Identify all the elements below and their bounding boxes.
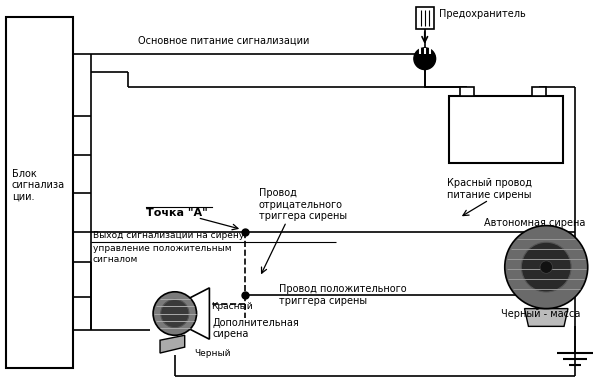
Text: +: +	[463, 104, 474, 117]
Bar	[450, 96, 563, 163]
Polygon shape	[525, 308, 568, 326]
Text: Аккумулятор: Аккумулятор	[459, 128, 553, 141]
Bar	[461, 87, 474, 96]
Text: Черный - масса: Черный - масса	[501, 308, 580, 319]
Text: управление положительным
сигналом: управление положительным сигналом	[93, 245, 231, 264]
Text: Блок
сигнализа
ции.: Блок сигнализа ции.	[12, 168, 65, 202]
Text: Основное питание сигнализации: Основное питание сигнализации	[138, 36, 310, 46]
Circle shape	[504, 226, 587, 308]
Text: Автономная сирена: Автономная сирена	[484, 218, 586, 228]
Polygon shape	[160, 335, 185, 353]
Bar	[416, 7, 434, 29]
Text: Провод
отрицательного
триггера сирены: Провод отрицательного триггера сирены	[259, 188, 347, 221]
Circle shape	[414, 48, 436, 69]
Circle shape	[160, 300, 189, 328]
Circle shape	[540, 261, 553, 273]
Circle shape	[153, 292, 196, 335]
Polygon shape	[175, 288, 209, 339]
Text: Предохранитель: Предохранитель	[439, 9, 525, 19]
Text: Выход сигнализации на сирену: Выход сигнализации на сирену	[93, 231, 244, 241]
Text: Точка "А": Точка "А"	[146, 208, 208, 218]
Text: Красный: Красный	[212, 302, 253, 311]
Text: –: –	[536, 104, 542, 117]
Text: Дополнительная
сирена: Дополнительная сирена	[212, 317, 299, 339]
Circle shape	[522, 242, 571, 292]
Bar	[533, 87, 546, 96]
Bar	[6, 17, 73, 368]
Text: Черный: Черный	[195, 349, 231, 358]
Text: Провод положительного
триггера сирены: Провод положительного триггера сирены	[279, 284, 406, 305]
Text: Красный провод
питание сирены: Красный провод питание сирены	[448, 178, 533, 200]
